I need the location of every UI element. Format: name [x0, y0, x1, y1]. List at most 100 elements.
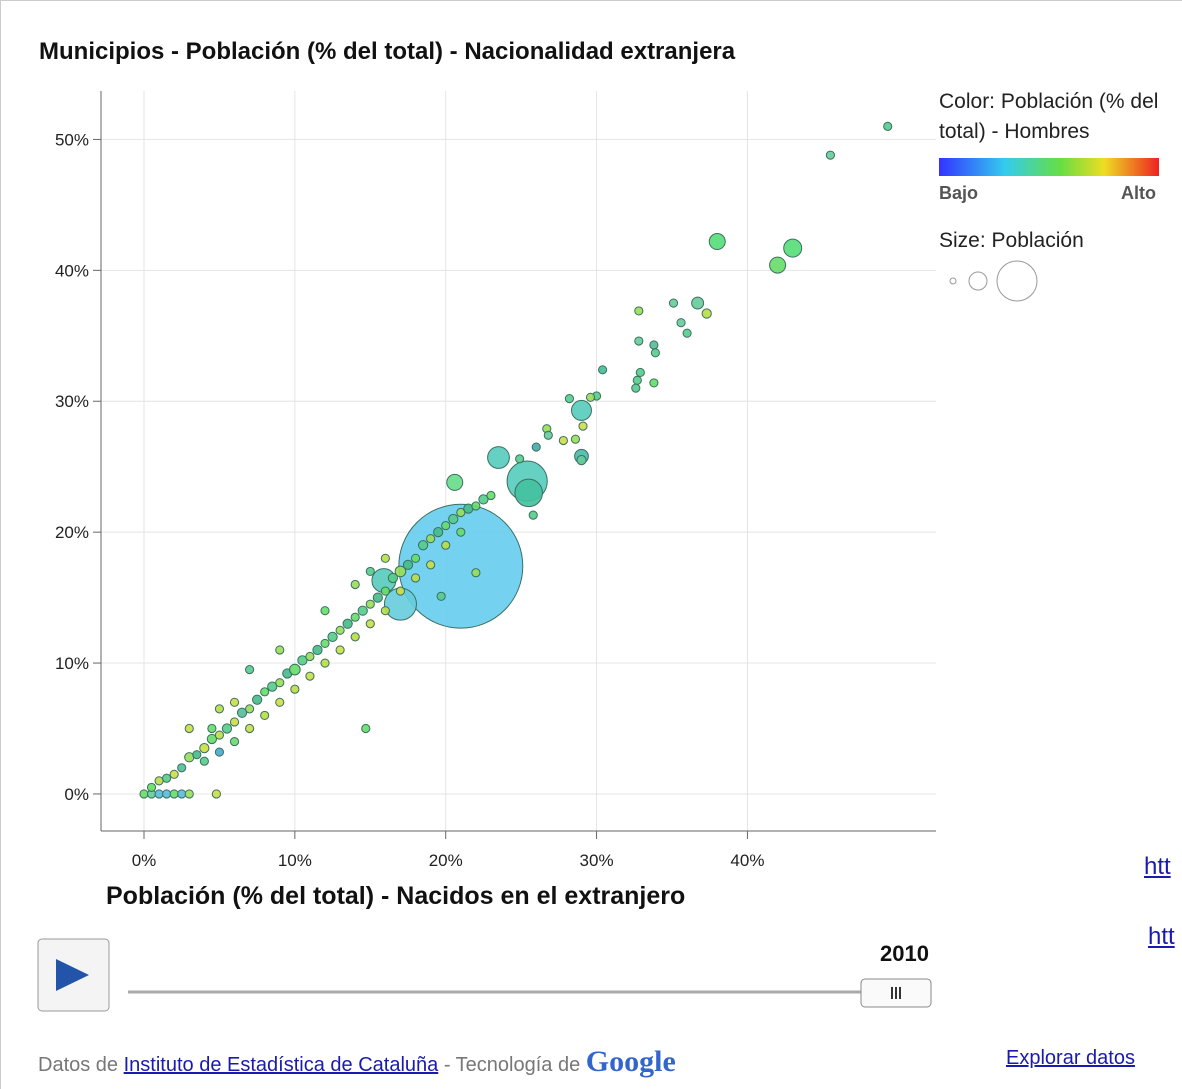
- bubble: [668, 298, 679, 308]
- bubble: [395, 586, 406, 596]
- bubble: [365, 566, 375, 576]
- bubble: [436, 591, 446, 601]
- bubble: [471, 568, 481, 578]
- bubble: [701, 308, 712, 319]
- bubble: [335, 645, 345, 655]
- bubble: [448, 513, 459, 525]
- bubble: [441, 540, 451, 550]
- x-tick-label: 30%: [580, 851, 614, 870]
- bubble: [357, 605, 368, 616]
- bubble: [365, 599, 375, 609]
- color-legend-title: Color: Población (% del total) - Hombres: [939, 90, 1159, 143]
- x-tick-label: 20%: [429, 851, 463, 870]
- bubble: [199, 743, 210, 754]
- bubble: [275, 697, 285, 707]
- bubble: [456, 527, 466, 537]
- bubble: [398, 503, 524, 629]
- bubble: [883, 121, 893, 131]
- bubble: [576, 455, 587, 466]
- bubble: [229, 717, 240, 727]
- bubble: [380, 586, 390, 596]
- bubble: [350, 579, 360, 590]
- y-tick-label: 40%: [55, 261, 89, 280]
- x-axis-label: Población (% del total) - Nacidos en el …: [106, 882, 685, 910]
- bubble: [289, 663, 301, 676]
- bubble: [320, 638, 330, 648]
- bubble: [221, 723, 233, 734]
- bubble: [177, 789, 187, 799]
- chart-title: Municipios - Población (% del total) - N…: [39, 38, 736, 65]
- bubble: [350, 612, 360, 622]
- bubble: [769, 256, 787, 274]
- bubble: [350, 632, 360, 642]
- bubble: [564, 394, 574, 404]
- bubble: [207, 723, 217, 734]
- bubble: [649, 340, 659, 350]
- explore-link[interactable]: Explorar datos: [1006, 1047, 1135, 1069]
- bubble: [676, 318, 686, 328]
- bubble: [471, 501, 481, 511]
- bubble: [335, 625, 345, 635]
- size-legend-large: [996, 260, 1038, 302]
- bubble: [236, 707, 248, 718]
- source-link[interactable]: Instituto de Estadística de Cataluña: [123, 1054, 439, 1076]
- bubble: [169, 769, 179, 779]
- bubble: [426, 534, 436, 544]
- bubble: [305, 671, 315, 681]
- bubble: [214, 704, 224, 714]
- bubble: [825, 150, 835, 160]
- bubble: [417, 540, 429, 551]
- bubble: [320, 658, 330, 668]
- bubble: [446, 473, 464, 491]
- color-scale: [939, 158, 1159, 176]
- y-tick-label: 0%: [64, 785, 89, 804]
- bubble: [708, 233, 726, 251]
- bubble: [229, 697, 240, 707]
- bubble: [410, 573, 421, 583]
- bubble: [783, 238, 803, 258]
- x-tick-label: 10%: [278, 851, 312, 870]
- footer-text: Datos de: [38, 1054, 119, 1076]
- y-tick-label: 10%: [55, 654, 89, 673]
- bubble: [372, 592, 383, 603]
- bubble: [514, 478, 543, 508]
- bubble: [229, 737, 240, 747]
- link[interactable]: htt: [1144, 853, 1171, 880]
- x-tick-label: 0%: [132, 851, 157, 870]
- color-high: Alto: [1121, 183, 1156, 203]
- bubble: [146, 782, 157, 792]
- x-tick-label: 40%: [730, 851, 764, 870]
- bubble: [260, 687, 270, 697]
- bubble: [456, 507, 466, 518]
- bubble: [410, 553, 421, 563]
- bubble: [275, 645, 285, 655]
- brand: Google: [585, 1045, 676, 1078]
- bubble: [162, 773, 172, 783]
- bubble: [260, 710, 270, 720]
- bubble: [528, 510, 538, 520]
- bubble: [214, 730, 224, 740]
- bubble: [634, 306, 644, 316]
- bubble: [245, 665, 255, 675]
- bubble: [305, 651, 315, 662]
- bubble: [682, 328, 692, 338]
- bubble: [380, 553, 390, 563]
- bubble: [297, 655, 308, 666]
- y-tick-label: 30%: [55, 392, 89, 411]
- bubble: [245, 723, 255, 734]
- bubble: [169, 789, 179, 799]
- bubble: [394, 565, 407, 578]
- bubble: [585, 392, 596, 402]
- bubble: [361, 723, 371, 734]
- bubble: [650, 348, 660, 358]
- bubble: [478, 494, 489, 505]
- bubble: [380, 606, 390, 616]
- bubble: [631, 383, 641, 393]
- link[interactable]: htt: [1148, 923, 1175, 950]
- bubble: [634, 336, 644, 346]
- footer-text: - Tecnología de: [443, 1054, 581, 1076]
- bubble: [162, 789, 172, 799]
- year-label: 2010: [880, 941, 929, 966]
- bubble: [320, 606, 330, 616]
